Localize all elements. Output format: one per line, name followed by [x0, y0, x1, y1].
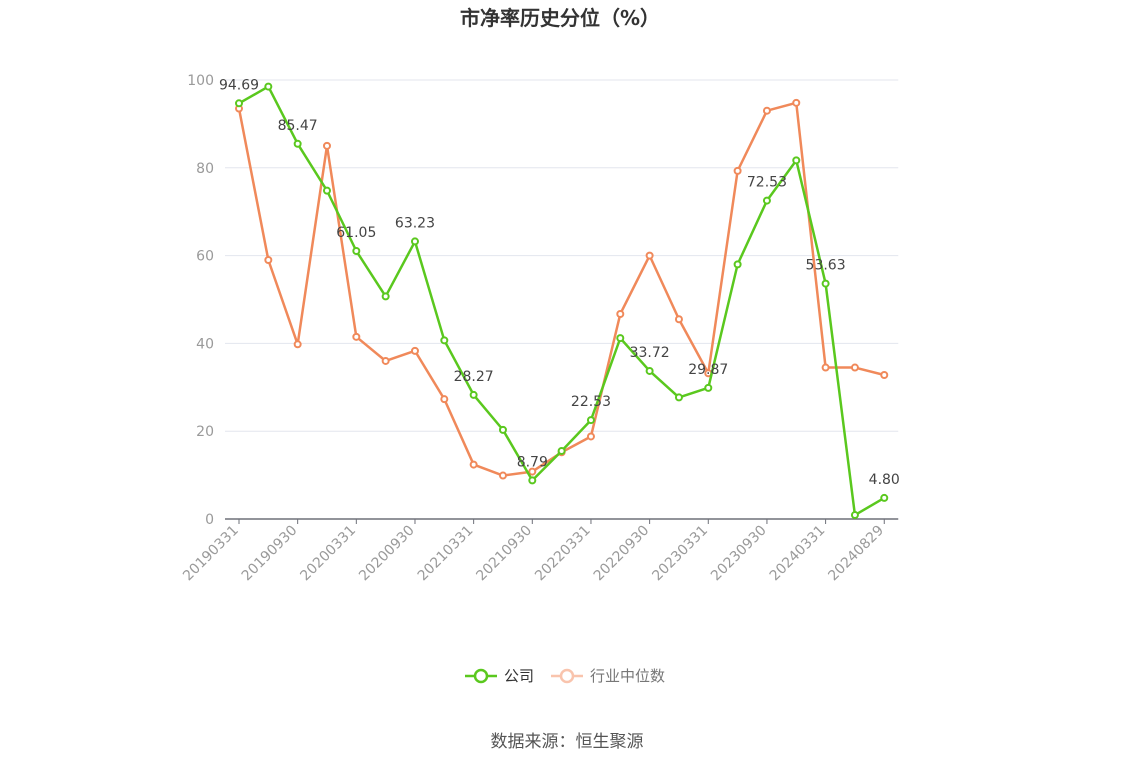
data-point[interactable]: [733, 260, 742, 269]
data-point[interactable]: [440, 336, 449, 345]
data-point[interactable]: [850, 363, 859, 372]
legend-item-industry-median[interactable]: 行业中位数: [551, 667, 665, 685]
x-tick-label: 20210930: [473, 523, 535, 585]
data-point[interactable]: [586, 416, 595, 425]
data-point[interactable]: [264, 82, 273, 91]
y-tick-label: 20: [196, 424, 214, 440]
data-point[interactable]: [733, 166, 742, 175]
series-layer: [235, 82, 889, 520]
series-line: [237, 101, 885, 477]
data-point[interactable]: [880, 493, 889, 502]
data-point[interactable]: [293, 340, 302, 349]
data-point[interactable]: [616, 334, 625, 343]
data-point[interactable]: [645, 251, 654, 260]
data-label: 22.53: [571, 394, 611, 410]
data-point[interactable]: [264, 255, 273, 264]
data-point[interactable]: [498, 425, 507, 434]
data-point[interactable]: [410, 237, 419, 246]
x-tick-label: 20230331: [649, 523, 711, 585]
data-point[interactable]: [821, 279, 830, 288]
data-point[interactable]: [762, 106, 771, 115]
data-point[interactable]: [352, 332, 361, 341]
x-axis: 2019033120190930202003312020093020210331…: [180, 518, 899, 585]
data-point[interactable]: [850, 511, 859, 520]
data-label: 61.05: [336, 225, 376, 241]
legend-label: 公司: [504, 667, 534, 685]
y-tick-label: 100: [187, 73, 214, 89]
legend-marker-icon: [559, 668, 575, 684]
data-point[interactable]: [586, 432, 595, 441]
data-point[interactable]: [821, 363, 830, 372]
data-label: 63.23: [395, 215, 435, 231]
legend-label: 行业中位数: [590, 667, 665, 685]
y-tick-label: 80: [196, 161, 214, 177]
data-point[interactable]: [381, 356, 390, 365]
data-label: 53.63: [806, 258, 846, 274]
x-tick-label: 20200930: [356, 523, 418, 585]
x-tick-label: 20240829: [825, 523, 887, 585]
data-point[interactable]: [469, 460, 478, 469]
data-point[interactable]: [440, 395, 449, 404]
data-label: 33.72: [630, 345, 670, 361]
data-point[interactable]: [293, 139, 302, 148]
x-tick-label: 20240331: [767, 523, 829, 585]
data-point[interactable]: [322, 186, 331, 195]
x-tick-label: 20230930: [708, 523, 770, 585]
data-point[interactable]: [528, 467, 537, 476]
data-point[interactable]: [704, 383, 713, 392]
data-point[interactable]: [880, 371, 889, 380]
data-point[interactable]: [410, 346, 419, 355]
data-point[interactable]: [616, 309, 625, 318]
data-point[interactable]: [557, 446, 566, 455]
data-label: 28.27: [454, 369, 494, 385]
data-labels: 94.69 85.47 61.05 63.23 28.27 8.79 22.53 33.72 2…: [219, 77, 900, 488]
data-point[interactable]: [381, 292, 390, 301]
data-point[interactable]: [792, 156, 801, 165]
data-label: 29.87: [688, 362, 728, 378]
data-point[interactable]: [469, 390, 478, 399]
data-point[interactable]: [674, 315, 683, 324]
data-label: 94.69: [219, 77, 259, 93]
series-industry-median: [235, 98, 889, 480]
data-point[interactable]: [762, 196, 771, 205]
data-point[interactable]: [674, 393, 683, 402]
grid: [225, 79, 899, 432]
data-label: 8.79: [517, 454, 548, 470]
legend-item-company[interactable]: 公司: [465, 667, 534, 685]
x-tick-label: 20220331: [532, 523, 594, 585]
chart-title: 市净率历史分位（%）: [460, 6, 660, 30]
y-tick-label: 60: [196, 249, 214, 265]
data-label: 85.47: [278, 118, 318, 134]
data-point[interactable]: [352, 246, 361, 255]
series-company: [235, 82, 889, 520]
data-point[interactable]: [645, 366, 654, 375]
data-point[interactable]: [322, 141, 331, 150]
x-tick-label: 20220930: [591, 523, 653, 585]
legend[interactable]: 公司 行业中位数: [465, 667, 665, 685]
y-tick-label: 0: [205, 512, 214, 528]
y-axis: 0 20 40 60 80 100: [187, 73, 214, 528]
data-label: 72.53: [747, 175, 787, 191]
data-point[interactable]: [235, 99, 243, 108]
data-point[interactable]: [792, 98, 801, 107]
data-label: 4.80: [869, 472, 900, 488]
x-tick-label: 20200331: [297, 523, 359, 585]
source-note: 数据来源：恒生聚源: [491, 732, 644, 752]
x-tick-label: 20190331: [180, 523, 242, 585]
data-point[interactable]: [498, 471, 507, 480]
x-tick-label: 20210331: [415, 523, 477, 585]
data-point[interactable]: [528, 476, 537, 485]
x-tick-label: 20190930: [239, 523, 301, 585]
legend-marker-icon: [473, 668, 489, 684]
y-tick-label: 40: [196, 336, 214, 352]
